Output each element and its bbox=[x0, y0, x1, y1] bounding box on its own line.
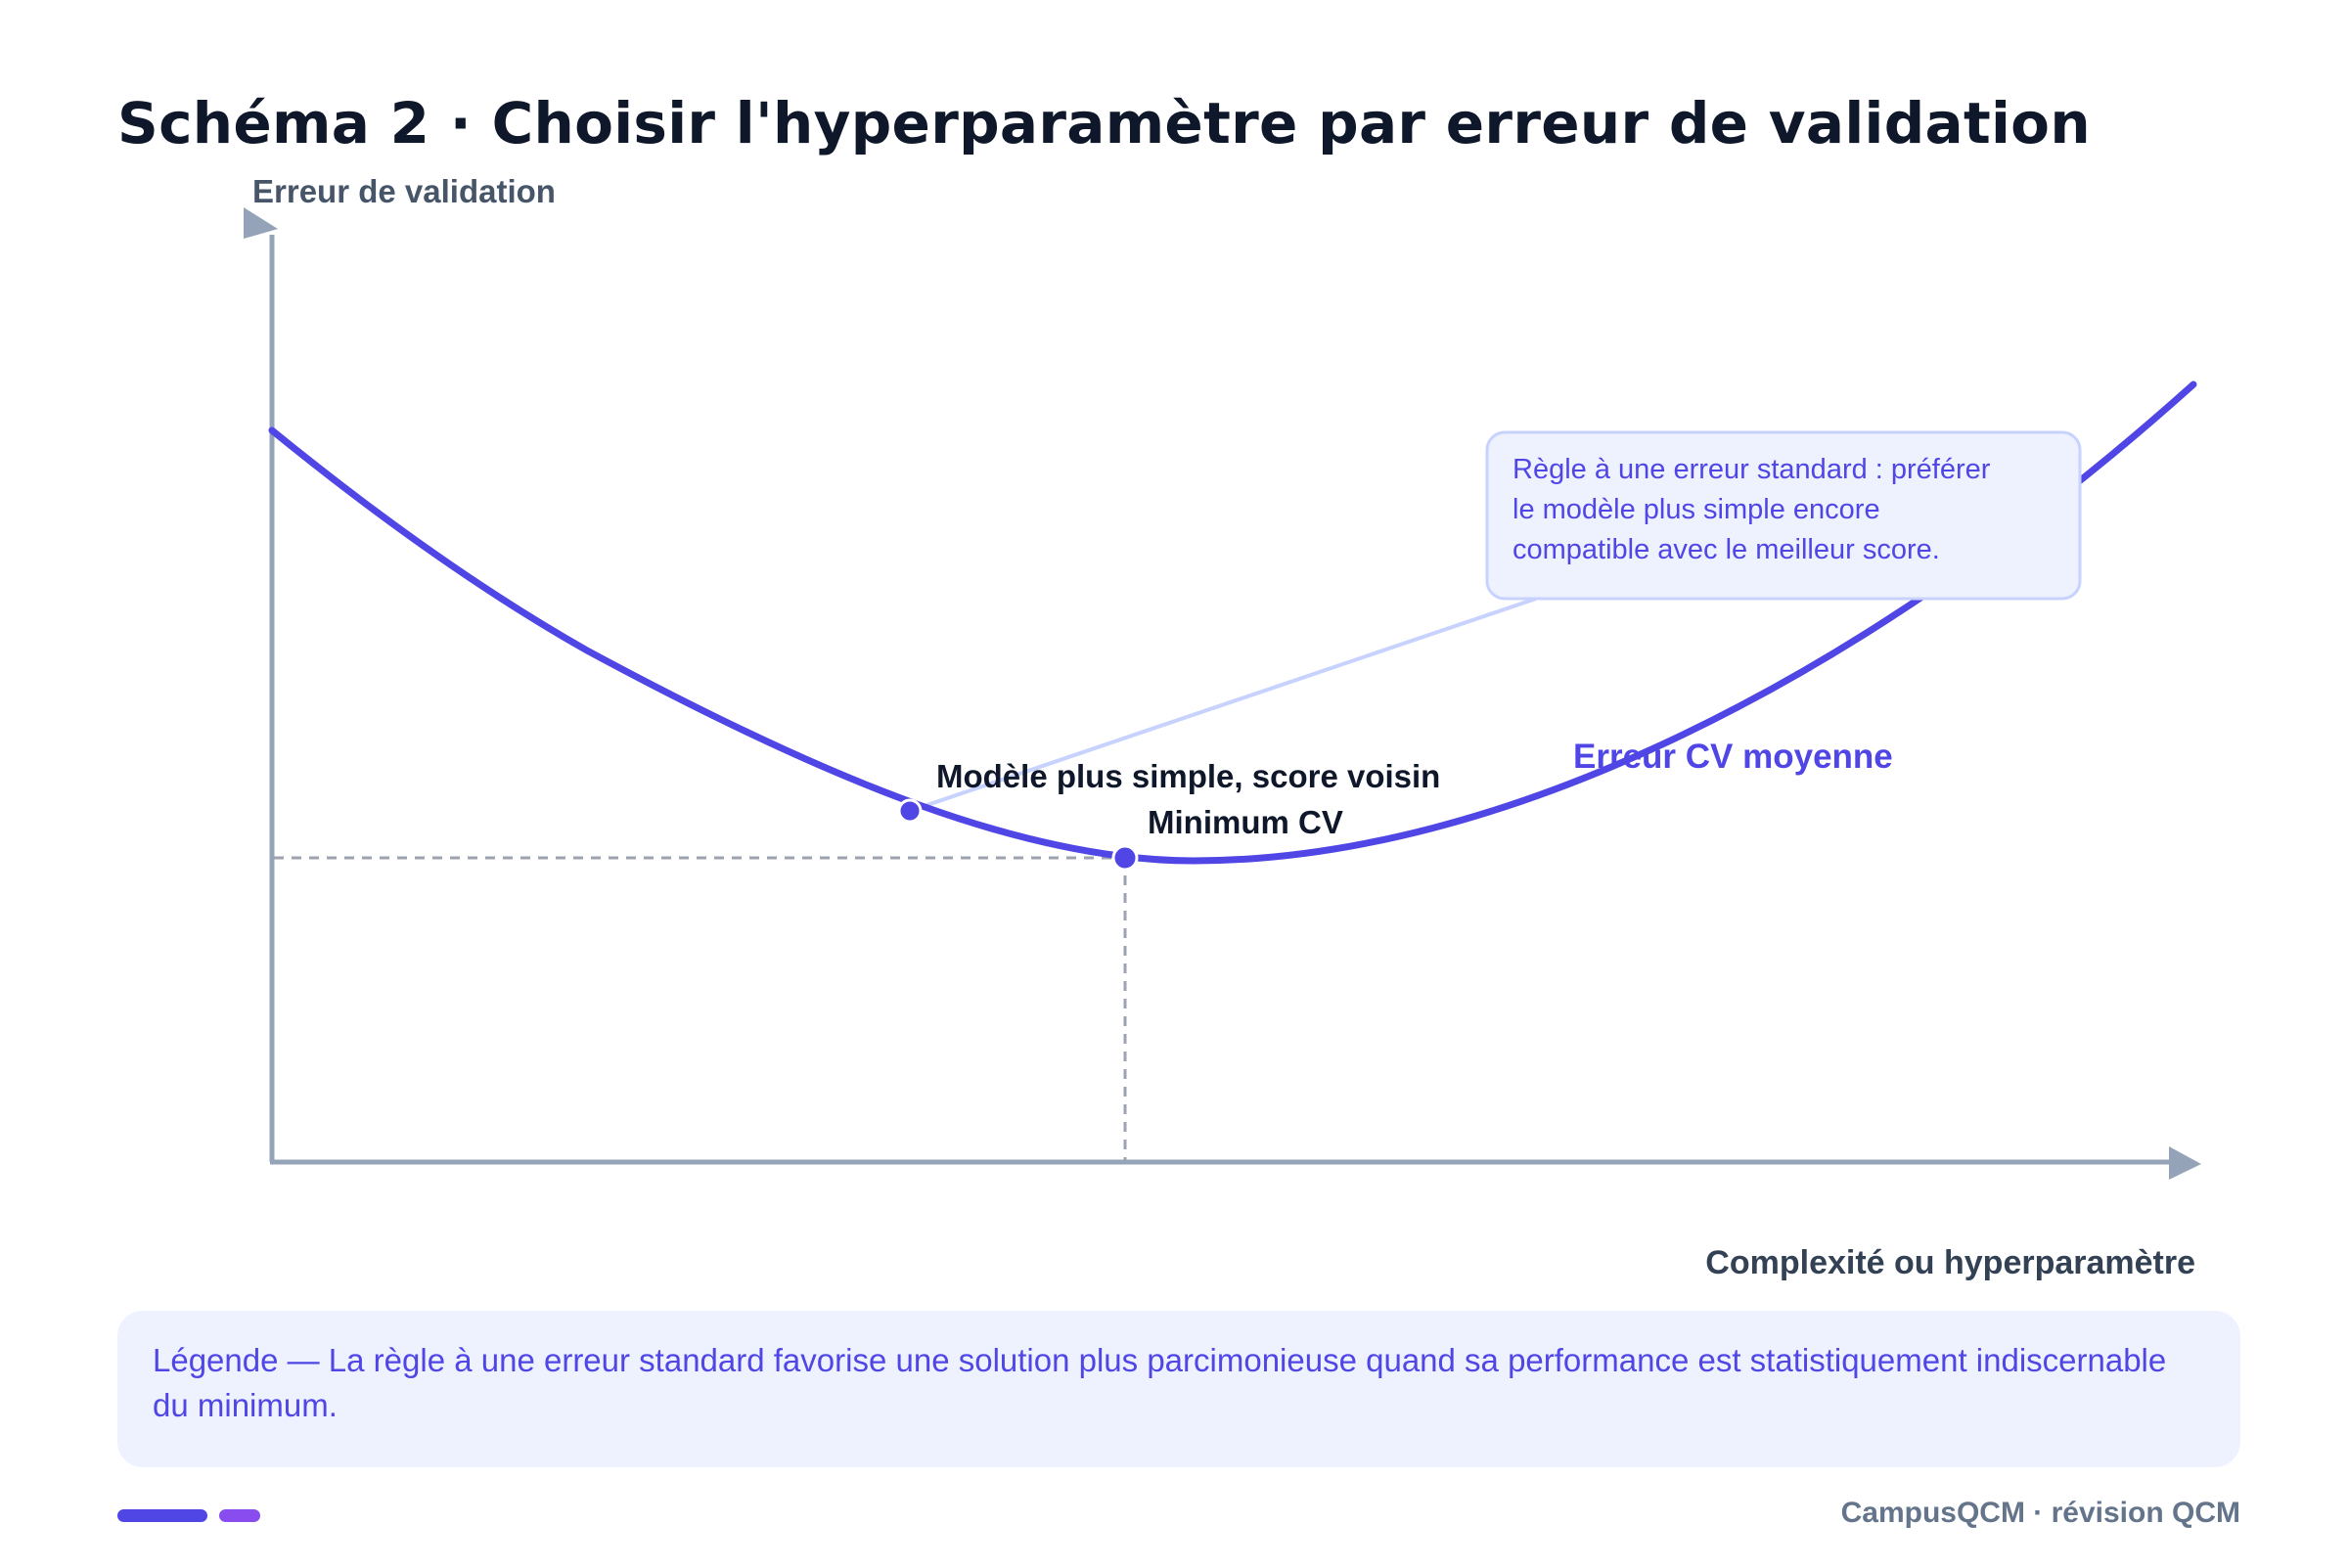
callout-line-1: Règle à une erreur standard : préférer bbox=[1513, 454, 1991, 485]
simple-model-label: Modèle plus simple, score voisin bbox=[936, 758, 1440, 794]
callout-line-3: compatible avec le meilleur score. bbox=[1513, 534, 1940, 565]
callout-line-2: le modèle plus simple encore bbox=[1513, 494, 1880, 525]
simple-model-point bbox=[897, 798, 923, 824]
cv-error-curve bbox=[268, 381, 2197, 865]
minimum-cv-label: Minimum CV bbox=[1148, 804, 1343, 840]
decor-bar-primary bbox=[117, 1509, 207, 1522]
footer-credit: CampusQCM · révision QCM bbox=[1840, 1497, 2240, 1529]
y-axis-label: Erreur de validation bbox=[252, 173, 556, 209]
page-title: Schéma 2 · Choisir l'hyperparamètre par … bbox=[117, 90, 2091, 157]
decor-bar-secondary bbox=[219, 1509, 260, 1522]
legend-box: Légende — La règle à une erreur standard… bbox=[117, 1311, 2240, 1467]
callout-box bbox=[1485, 430, 2082, 601]
callout-leader-line bbox=[909, 597, 1537, 813]
minimum-cv-point bbox=[1111, 844, 1139, 872]
x-axis-label: Complexité ou hyperparamètre bbox=[1705, 1244, 2195, 1281]
legend-text: Légende — La règle à une erreur standard… bbox=[153, 1342, 2167, 1423]
x-axis-arrow bbox=[2169, 1146, 2201, 1180]
curve-label: Erreur CV moyenne bbox=[1573, 738, 1893, 776]
y-axis-arrow bbox=[244, 207, 278, 239]
